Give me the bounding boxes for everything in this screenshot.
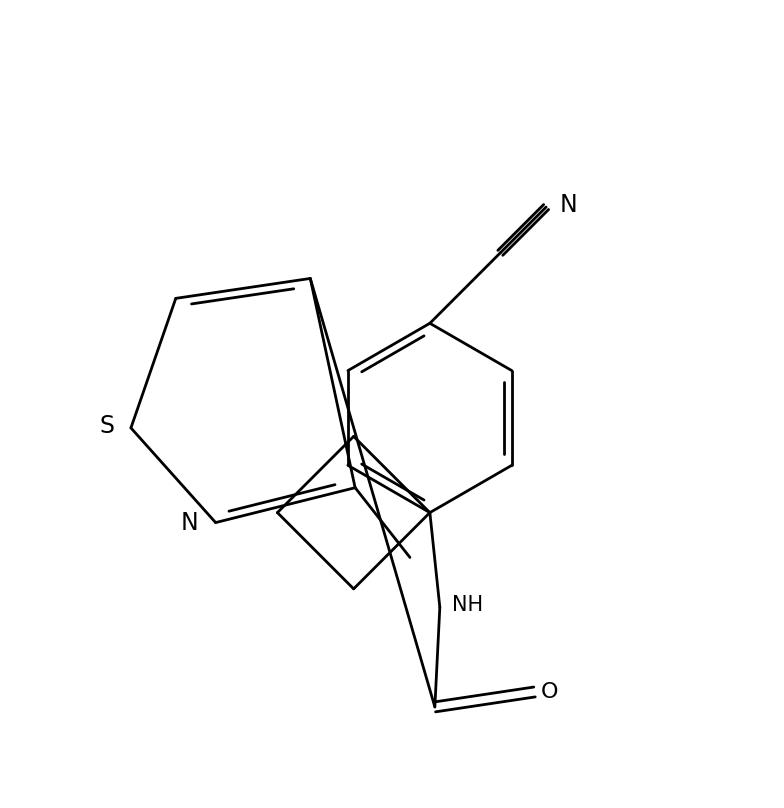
Text: S: S [100,414,114,438]
Text: N: N [181,511,198,535]
Text: O: O [541,682,558,702]
Text: N: N [560,193,578,217]
Text: NH: NH [452,595,483,615]
